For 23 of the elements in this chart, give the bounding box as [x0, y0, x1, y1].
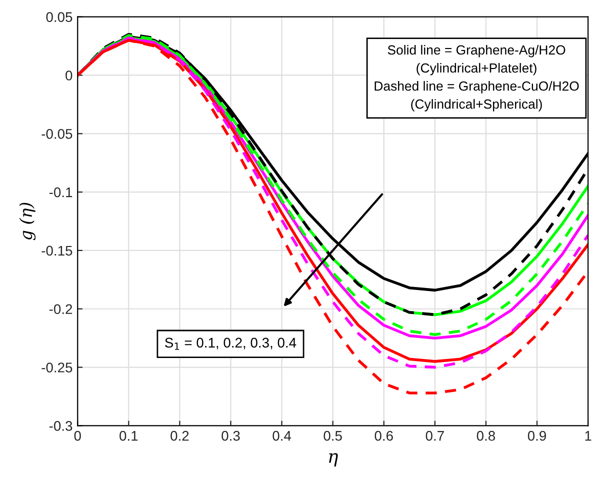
x-tick-label: 0.2	[170, 430, 189, 441]
x-tick-label: 0.4	[272, 430, 292, 441]
x-tick-label: 1	[585, 431, 592, 441]
y-tick-label: -0.05	[42, 128, 72, 139]
y-tick-label: -0.1	[49, 187, 72, 198]
x-tick-label: 0.9	[528, 430, 546, 441]
y-tick-label: -0.2	[49, 304, 72, 314]
x-tick-label: 0	[74, 430, 81, 441]
annotation: Solid line = Graphene-Ag/H2O (Cylindrical+Platelet) Dashed line = Graphene-CuO/H2O (Cylindrical+Spherical)	[374, 44, 579, 112]
y-axis-title: g (η)	[19, 202, 36, 240]
x-tick-label: 0.5	[324, 430, 342, 441]
x-tick-label: 0.6	[374, 430, 393, 441]
x-tick-label: 0.8	[476, 430, 496, 441]
x-axis-title: η	[329, 453, 338, 467]
y-tick-label: 0.05	[46, 12, 72, 22]
y-tick-label: -0.25	[42, 362, 72, 372]
y-tick-label: 0	[66, 70, 72, 80]
x-tick-label: 0.7	[426, 430, 444, 441]
x-tick-label: 0.3	[222, 430, 240, 441]
x-tick-label: 0.1	[120, 430, 138, 441]
annotation: S$_{1}$ = 0.1, 0.2, 0.3, 0.4	[165, 338, 296, 350]
y-tick-label: -0.3	[49, 421, 72, 431]
y-tick-label: -0.15	[42, 246, 72, 256]
